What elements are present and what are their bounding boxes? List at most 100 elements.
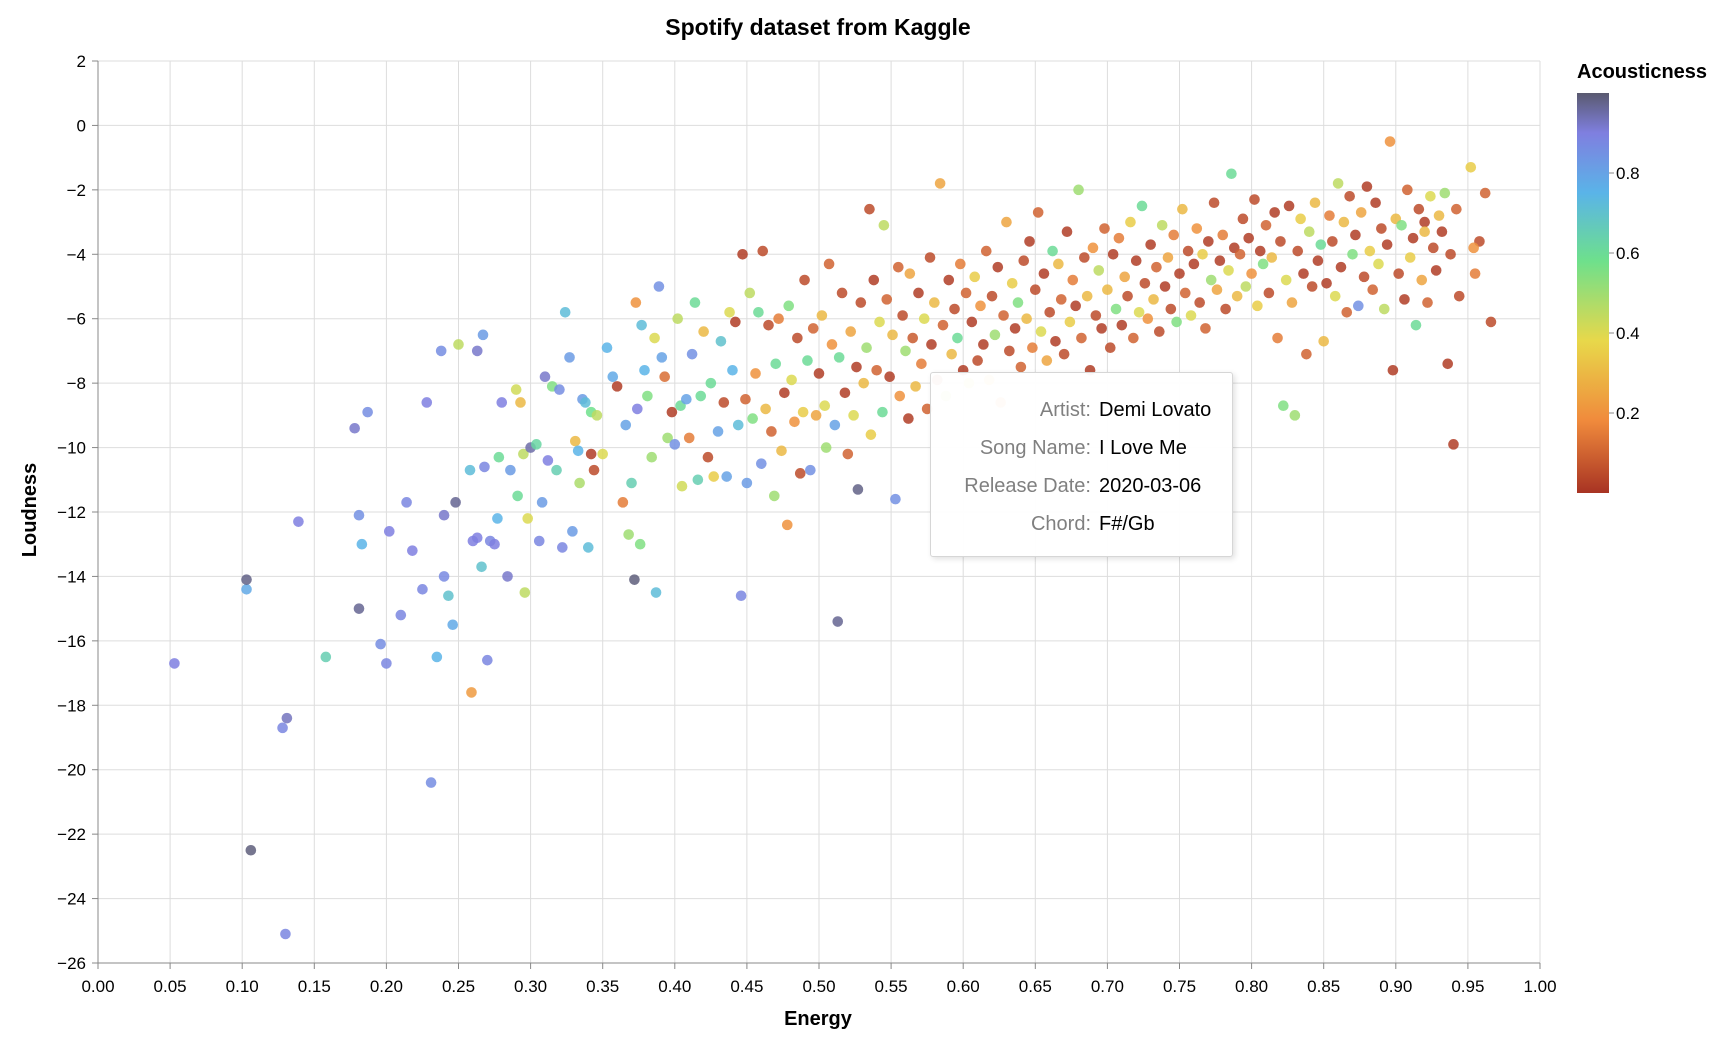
data-point <box>868 274 880 286</box>
data-point <box>776 445 787 457</box>
data-point <box>1142 313 1154 325</box>
x-tick-label: 0.50 <box>802 977 835 996</box>
data-point <box>634 538 646 550</box>
data-point <box>1387 364 1399 376</box>
y-tick-label: −16 <box>57 632 86 651</box>
data-point <box>1087 242 1099 254</box>
data-point <box>724 306 735 318</box>
data-point <box>1226 168 1237 180</box>
data-point <box>477 329 489 341</box>
data-point <box>320 651 332 663</box>
x-tick-label: 0.85 <box>1307 977 1340 996</box>
data-point <box>756 458 767 469</box>
data-point <box>1205 274 1217 286</box>
data-point <box>913 287 924 299</box>
data-point <box>1448 439 1459 450</box>
tooltip-value: I Love Me <box>1099 436 1187 459</box>
data-point <box>1341 306 1353 318</box>
data-point <box>1096 323 1107 334</box>
data-point <box>1370 197 1381 209</box>
data-point <box>1278 400 1289 411</box>
data-point <box>1237 213 1249 225</box>
data-point <box>1139 277 1151 289</box>
data-point <box>1479 187 1491 199</box>
x-tick-label: 0.95 <box>1451 977 1484 996</box>
data-point <box>493 451 505 463</box>
y-tick-label: −14 <box>57 567 86 586</box>
data-point <box>1055 294 1067 305</box>
data-point <box>502 571 513 582</box>
data-point <box>464 464 476 476</box>
data-point <box>1027 342 1038 354</box>
data-point <box>864 203 875 215</box>
data-point <box>401 497 412 508</box>
data-point <box>450 497 461 508</box>
data-point <box>1338 216 1350 228</box>
data-point <box>435 345 447 357</box>
data-point <box>1136 200 1148 212</box>
data-point <box>1485 316 1497 328</box>
data-point <box>1327 236 1338 247</box>
data-point <box>1419 216 1430 228</box>
data-point <box>1113 232 1125 244</box>
data-point <box>1393 268 1404 279</box>
data-point <box>580 397 591 408</box>
data-point <box>1107 248 1119 260</box>
data-point <box>1469 268 1481 279</box>
data-point <box>1067 274 1079 286</box>
y-tick-label: −6 <box>67 310 86 329</box>
x-tick-label: 0.20 <box>370 977 403 996</box>
data-point <box>1159 281 1171 292</box>
y-tick-label: −22 <box>57 825 86 844</box>
data-point <box>949 303 960 315</box>
data-point <box>712 426 724 437</box>
data-point <box>741 477 753 489</box>
data-point <box>1188 258 1200 270</box>
data-point <box>975 300 986 312</box>
data-point <box>924 252 936 263</box>
data-point <box>1116 319 1128 331</box>
data-point <box>1035 326 1047 337</box>
data-point <box>453 339 464 350</box>
data-point <box>727 364 738 376</box>
data-point <box>1018 255 1030 267</box>
data-point <box>894 390 906 402</box>
data-point <box>1335 261 1347 273</box>
data-point <box>505 464 516 476</box>
data-point <box>630 297 642 308</box>
data-point <box>245 844 257 856</box>
data-point <box>515 397 526 408</box>
legend-title: Acousticness <box>1577 61 1707 83</box>
data-point <box>910 381 921 392</box>
data-point <box>1211 284 1223 296</box>
data-point <box>617 497 629 508</box>
data-point <box>1179 287 1191 299</box>
data-point <box>466 687 477 698</box>
data-point <box>407 545 418 556</box>
data-point <box>572 445 584 457</box>
axes: 0.00 0.05 0.10 0.15 0.20 0.25 0.30 0.35 0.40 0.45… <box>57 52 1556 996</box>
data-point <box>522 513 534 524</box>
data-point <box>893 261 904 273</box>
data-point <box>607 371 619 383</box>
data-point <box>998 310 1009 321</box>
data-point <box>789 416 800 428</box>
data-point <box>601 342 613 354</box>
x-tick-label: 0.80 <box>1235 977 1268 996</box>
data-point <box>1376 223 1387 234</box>
data-point <box>750 368 761 379</box>
x-tick-label: 0.10 <box>226 977 259 996</box>
data-point <box>907 332 919 344</box>
data-point <box>1145 239 1156 250</box>
data-point <box>810 410 822 421</box>
data-point <box>1185 310 1197 321</box>
x-tick-label: 0.05 <box>154 977 187 996</box>
data-point <box>929 297 940 308</box>
data-point <box>702 451 714 463</box>
data-point <box>1099 223 1110 234</box>
data-point <box>1303 226 1315 238</box>
data-point <box>1151 261 1162 273</box>
data-point <box>735 590 747 602</box>
data-point <box>1280 274 1292 286</box>
data-point <box>476 561 487 573</box>
